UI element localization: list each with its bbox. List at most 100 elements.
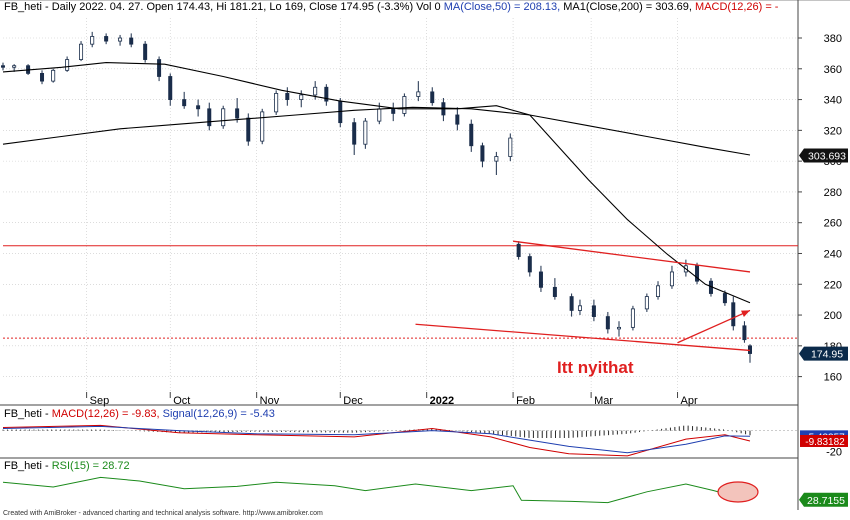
candle-body xyxy=(221,108,226,127)
macd-value-label: MACD(12,26) = -9.83, xyxy=(51,408,160,420)
candle-body xyxy=(0,65,6,68)
candle-body xyxy=(748,345,753,354)
y-tick-label: 220 xyxy=(824,279,842,291)
candle-body xyxy=(591,305,596,317)
candle-body xyxy=(480,145,485,162)
candle-body xyxy=(196,105,201,110)
candle-body xyxy=(605,316,610,330)
ma200-line xyxy=(2,106,751,156)
price-tag xyxy=(799,148,848,163)
y-tick-label: 160 xyxy=(824,372,842,384)
candle-body xyxy=(508,137,513,157)
macd-line xyxy=(2,424,751,457)
trendline xyxy=(415,323,751,352)
candle-body xyxy=(377,108,382,122)
rsi-line xyxy=(2,476,751,504)
candle-body xyxy=(129,37,134,45)
macd-header-label: MACD(12,26) = - xyxy=(695,1,779,13)
candle-body xyxy=(644,296,649,310)
candle-body xyxy=(324,86,329,102)
candle-body xyxy=(207,108,212,127)
candle-body xyxy=(669,271,674,287)
candle-body xyxy=(104,36,109,42)
candle-body xyxy=(143,43,148,60)
candle-body xyxy=(455,114,460,125)
candle-body xyxy=(722,293,727,304)
x-tick-label: Dec xyxy=(343,395,363,407)
price-tag xyxy=(799,346,848,361)
candle-body xyxy=(260,111,265,142)
candle-body xyxy=(731,302,736,327)
annotation-text: Itt nyithat xyxy=(557,358,634,377)
candle-body xyxy=(416,91,421,97)
x-tick-label: Feb xyxy=(516,395,535,407)
y-tick-label: 360 xyxy=(824,64,842,76)
candle-body xyxy=(79,43,84,60)
candle-body xyxy=(51,69,56,82)
candle-body xyxy=(182,99,187,107)
candle-body xyxy=(12,65,17,68)
x-tick-label: Sep xyxy=(90,395,110,407)
candle-body xyxy=(352,122,357,145)
candle-body xyxy=(299,94,304,100)
candle-body xyxy=(274,93,279,113)
y-tick-label: 260 xyxy=(824,218,842,230)
ohlc-info: - Daily 2022. 04. 27. Open 174.43, Hi 18… xyxy=(44,1,441,13)
y-tick-label: 340 xyxy=(824,95,842,107)
candle-body xyxy=(494,156,499,162)
candle-body xyxy=(656,285,661,297)
candle-body xyxy=(527,256,532,273)
macd-symbol-label: FB_heti xyxy=(4,408,42,420)
price-tag-label: 303.693 xyxy=(808,150,846,162)
y-tick-label: 380 xyxy=(824,33,842,45)
annotation-arrowhead xyxy=(741,310,750,317)
candle-body xyxy=(516,243,521,257)
candle-body xyxy=(235,108,240,119)
candle-body xyxy=(695,265,700,282)
signal-value-label: Signal(12,26,9) = -5.43 xyxy=(162,408,275,420)
annotation-arrow xyxy=(677,309,751,344)
rsi-value-label: RSI(15) = 28.72 xyxy=(51,460,130,472)
y-tick-label: 280 xyxy=(824,187,842,199)
candle-body xyxy=(118,37,123,42)
x-tick-label: Mar xyxy=(594,395,613,407)
candle-body xyxy=(313,86,318,96)
y-tick-label: 240 xyxy=(824,248,842,260)
candle-body xyxy=(157,59,162,77)
y-tick-label: 200 xyxy=(824,310,842,322)
macd-panel xyxy=(2,424,798,457)
rsi-panel xyxy=(2,476,759,504)
x-tick-label: Oct xyxy=(173,395,190,407)
rsi-symbol-label: FB_heti xyxy=(4,460,42,472)
candle-body xyxy=(469,123,474,147)
candle-body xyxy=(246,117,251,142)
candle-body xyxy=(430,91,435,104)
macd-value-tag-label: -9.83182 xyxy=(805,437,845,448)
ma50-label: MA(Close,50) = 208.13, xyxy=(443,1,561,13)
candle-body xyxy=(391,108,396,114)
candle-body xyxy=(552,286,557,297)
price-panel-header: FB_heti - Daily 2022. 04. 27. Open 174.4… xyxy=(4,1,778,13)
candle-body xyxy=(402,96,407,114)
trendline xyxy=(512,240,751,273)
candle-body xyxy=(616,326,621,330)
x-tick-label: Apr xyxy=(681,395,698,407)
x-tick-label: 2022 xyxy=(430,395,454,407)
price-panel xyxy=(0,31,798,363)
candle-body xyxy=(569,296,574,311)
symbol-label: FB_heti xyxy=(4,1,42,13)
candle-body xyxy=(742,325,747,341)
candle-body xyxy=(168,76,173,100)
macd-value-tag xyxy=(800,434,848,447)
rsi-panel-header: FB_heti - RSI(15) = 28.72 xyxy=(4,460,130,472)
candle-body xyxy=(65,59,70,71)
candle-body xyxy=(363,120,368,145)
rsi-value-tag xyxy=(799,492,848,507)
rsi-highlight-ellipse xyxy=(717,481,759,503)
candle-body xyxy=(630,308,635,328)
macd-panel-header: FB_heti - MACD(12,26) = -9.83, Signal(12… xyxy=(4,408,275,420)
x-tick-label: Nov xyxy=(260,395,280,407)
